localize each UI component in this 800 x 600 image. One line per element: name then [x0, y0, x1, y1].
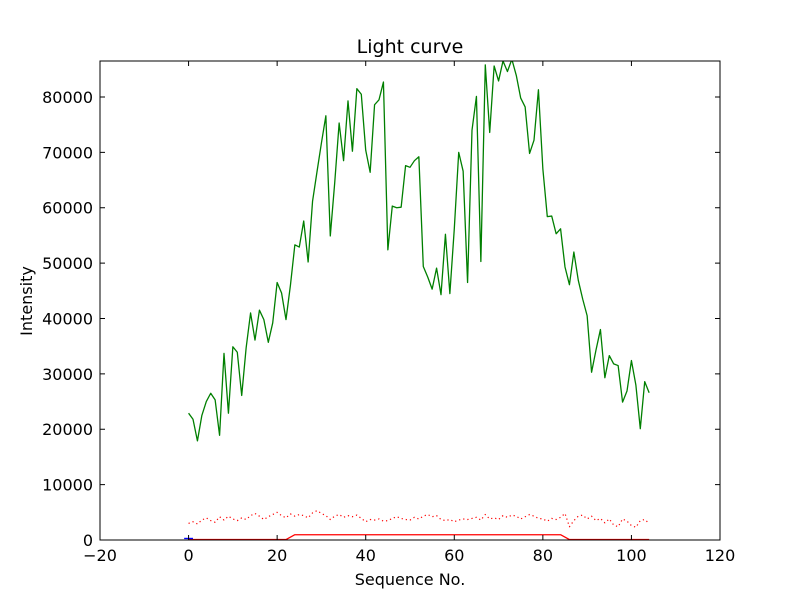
x-tick-label: 80 [533, 546, 553, 565]
y-tick-label: 80000 [42, 88, 93, 107]
y-axis-label: Intensity [17, 266, 36, 336]
y-tick-label: 60000 [42, 199, 93, 218]
y-tick-label: 10000 [42, 476, 93, 495]
y-tick-label: 70000 [42, 143, 93, 162]
axes-border [99, 60, 721, 541]
y-tick-label: 0 [83, 531, 93, 550]
x-axis-label: Sequence No. [355, 570, 466, 589]
y-tick-label: 20000 [42, 420, 93, 439]
x-tick-label: 0 [183, 546, 193, 565]
axes-frame [99, 60, 721, 541]
y-tick-label: 50000 [42, 254, 93, 273]
series-line-1 [188, 61, 650, 442]
x-axis-ticks: −20 0 20 40 60 80 100 120 [83, 61, 735, 565]
x-tick-label: 60 [444, 546, 464, 565]
y-tick-label: 40000 [42, 309, 93, 328]
x-tick-label: 40 [356, 546, 376, 565]
x-tick-label: 20 [267, 546, 287, 565]
y-axis-ticks: 0 10000 20000 30000 40000 50000 60000 70000 8000… [42, 88, 720, 550]
x-tick-label: 120 [705, 546, 736, 565]
series-line-2 [188, 510, 650, 528]
x-tick-label: 100 [616, 546, 647, 565]
x-tick-label: −20 [83, 546, 117, 565]
y-tick-label: 30000 [42, 365, 93, 384]
chart-title: Light curve [357, 36, 464, 58]
